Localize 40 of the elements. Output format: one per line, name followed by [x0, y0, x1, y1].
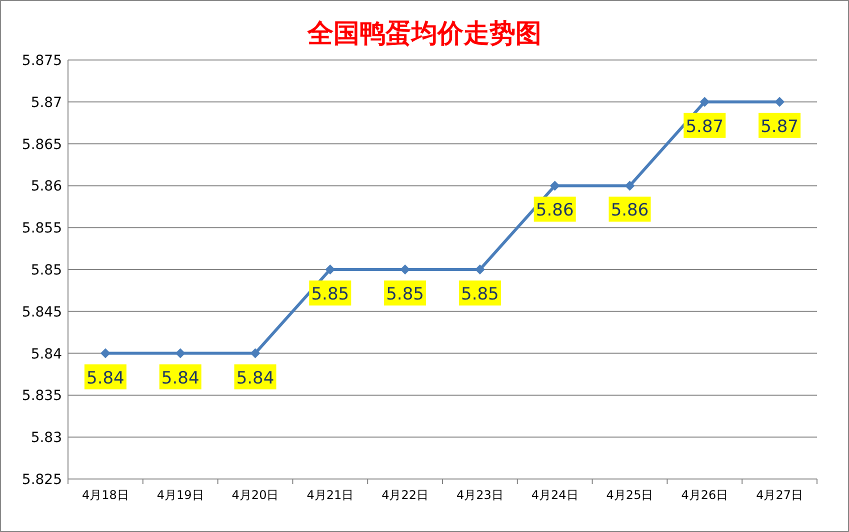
y-tick-label: 5.83 — [30, 430, 62, 446]
x-tick-label: 4月24日 — [531, 488, 578, 502]
x-tick-label: 4月19日 — [156, 488, 204, 502]
data-label: 5.87 — [760, 116, 798, 137]
x-tick-label: 4月22日 — [382, 488, 429, 502]
point — [774, 96, 785, 107]
x-tick-label: 4月18日 — [82, 488, 129, 502]
point — [250, 348, 260, 358]
y-tick-label: 5.86 — [30, 178, 62, 195]
data-label: 5.86 — [610, 200, 649, 221]
data-label: 5.85 — [461, 284, 499, 304]
point — [550, 180, 560, 191]
x-tick-label: 4月25日 — [606, 488, 654, 502]
data-label: 5.84 — [161, 368, 200, 388]
data-label: 5.84 — [86, 368, 124, 388]
point — [100, 348, 110, 358]
data-label: 5.86 — [536, 200, 574, 221]
x-tick-label: 4月26日 — [681, 488, 728, 502]
y-tick-label: 5.87 — [30, 94, 62, 111]
chart-title: 全国鸭蛋均价走势图 — [306, 19, 542, 49]
point — [624, 180, 635, 191]
y-tick-label: 5.835 — [22, 388, 62, 404]
point — [325, 264, 336, 274]
x-tick-label: 4月27日 — [756, 488, 804, 502]
x-tick-label: 4月21日 — [306, 488, 354, 502]
x-tick-label: 4月20日 — [232, 488, 279, 502]
y-tick-label: 5.865 — [22, 136, 62, 153]
y-tick-label: 5.855 — [22, 220, 62, 237]
point — [175, 348, 186, 358]
y-tick-label: 5.825 — [22, 472, 62, 488]
y-tick-label: 5.845 — [22, 304, 62, 320]
point — [700, 96, 710, 107]
data-label: 5.85 — [311, 284, 350, 304]
data-label: 5.84 — [236, 368, 274, 388]
data-label: 5.87 — [686, 116, 724, 137]
y-tick-label: 5.85 — [30, 262, 62, 278]
y-tick-label: 5.875 — [22, 53, 62, 69]
y-tick-label: 5.84 — [30, 346, 62, 362]
x-tick-label: 4月23日 — [456, 488, 504, 502]
data-label: 5.85 — [386, 284, 424, 304]
